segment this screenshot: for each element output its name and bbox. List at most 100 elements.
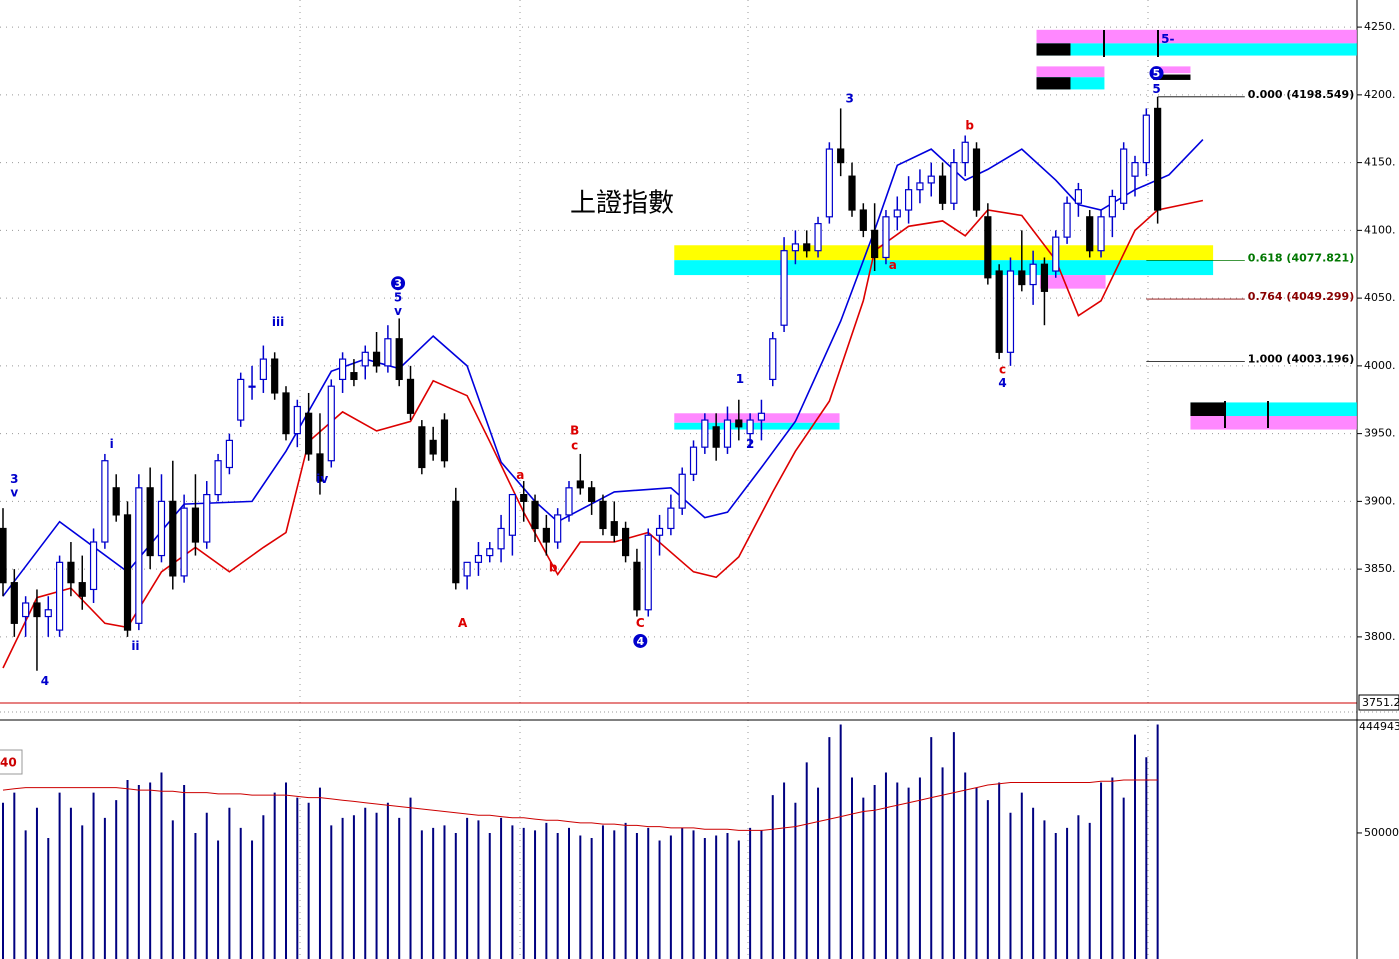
- candle-body: [950, 162, 958, 204]
- candle-body: [588, 487, 596, 502]
- candle-body: [893, 209, 901, 218]
- candle-body: [859, 209, 867, 231]
- candle-body: [599, 500, 607, 530]
- candle-body: [1131, 162, 1139, 177]
- wave-label: ii: [131, 639, 139, 653]
- wave-circle: [1149, 66, 1164, 81]
- candle-body: [1040, 263, 1049, 292]
- wave-label: c: [999, 362, 1006, 376]
- candle-body: [1018, 270, 1026, 286]
- candle-body: [735, 419, 743, 428]
- candle-body: [633, 561, 641, 611]
- candle-body: [961, 141, 969, 164]
- candle-body: [135, 487, 143, 624]
- candle-body: [927, 175, 935, 184]
- candle-body: [440, 419, 449, 462]
- candle-body: [1086, 216, 1094, 252]
- wave-label: 3: [10, 472, 18, 486]
- candle-body: [191, 507, 200, 543]
- candle-body: [361, 351, 369, 367]
- candle-body: [214, 460, 222, 496]
- volume-top-label: 444943: [1359, 720, 1399, 733]
- zone: [1036, 43, 1071, 56]
- candle-body: [22, 602, 30, 618]
- candle-body: [610, 521, 618, 536]
- wave-label: B: [570, 423, 579, 437]
- candle-body: [1063, 202, 1071, 238]
- candle-body: [486, 548, 494, 557]
- candle-body: [520, 493, 528, 502]
- ma-period-label: 40: [0, 756, 17, 770]
- candle-body: [1074, 189, 1083, 204]
- candle-body: [271, 358, 279, 394]
- zone: [1153, 74, 1191, 80]
- y-tick-label: 4000.: [1364, 359, 1396, 372]
- candle-body: [1120, 148, 1128, 204]
- candle-body: [972, 148, 981, 211]
- wave-label: iv: [316, 472, 328, 486]
- candle-body: [984, 216, 992, 279]
- candle-body: [157, 500, 166, 557]
- candle-body: [565, 487, 573, 516]
- wave-label: 5: [1153, 67, 1161, 80]
- candle-body: [871, 229, 879, 259]
- zone: [1190, 416, 1357, 430]
- candle-body: [305, 412, 313, 455]
- candle-body: [406, 378, 415, 414]
- zone: [1036, 43, 1357, 56]
- fib-label: 0.618 (4077.821): [1248, 251, 1354, 264]
- candle-body: [123, 514, 132, 631]
- candle-body: [452, 500, 460, 584]
- candle-body: [837, 148, 845, 164]
- candle-body: [746, 419, 754, 435]
- wave-label: 5: [394, 291, 402, 305]
- volume-ma: [2, 779, 1158, 831]
- candle-body: [701, 419, 709, 448]
- zone: [1039, 275, 1106, 289]
- zone: [1190, 402, 1225, 417]
- candle-body: [474, 554, 483, 563]
- candle-body: [1097, 216, 1105, 252]
- wave-circle: [391, 276, 406, 291]
- wave-label: 4: [636, 635, 644, 648]
- volume-tick-label: 50000: [1364, 826, 1399, 839]
- candle-body: [67, 561, 75, 584]
- candle-body: [0, 527, 7, 584]
- candle-body: [621, 527, 630, 557]
- y-tick-label: 3950.: [1364, 427, 1396, 440]
- band-line: [2, 139, 1204, 597]
- wave-circle: [633, 633, 648, 648]
- candle-body: [203, 493, 211, 543]
- candle-body: [350, 372, 358, 381]
- candle-body: [497, 527, 505, 550]
- candle-body: [723, 419, 732, 448]
- candle-body: [1142, 114, 1150, 164]
- candle-body: [316, 453, 324, 482]
- candle-body: [554, 514, 562, 543]
- candle-body: [372, 351, 381, 367]
- candle-body: [689, 446, 698, 475]
- candle-body: [463, 561, 471, 577]
- wave-label: i: [110, 437, 114, 451]
- candle-body: [89, 541, 98, 591]
- candle-body: [169, 500, 177, 577]
- candle-body: [33, 602, 41, 618]
- last-price-label: 3751.2: [1362, 696, 1399, 709]
- y-tick-label: 3850.: [1364, 562, 1396, 575]
- y-tick-label: 3800.: [1364, 630, 1396, 643]
- y-tick-label: 4200.: [1364, 88, 1396, 101]
- wave-label: 5-: [1161, 32, 1174, 46]
- zone: [1036, 77, 1071, 90]
- zone: [1036, 66, 1105, 78]
- candle-body: [825, 148, 833, 218]
- candle-body: [146, 487, 154, 557]
- wave-label: a: [516, 468, 524, 482]
- wave-label: 4: [998, 376, 1006, 390]
- y-tick-label: 4100.: [1364, 223, 1396, 236]
- zone: [674, 422, 840, 430]
- candle-body: [180, 507, 188, 577]
- wave-label: 2: [746, 437, 754, 451]
- candle-body: [395, 338, 403, 381]
- candle-body: [44, 609, 52, 618]
